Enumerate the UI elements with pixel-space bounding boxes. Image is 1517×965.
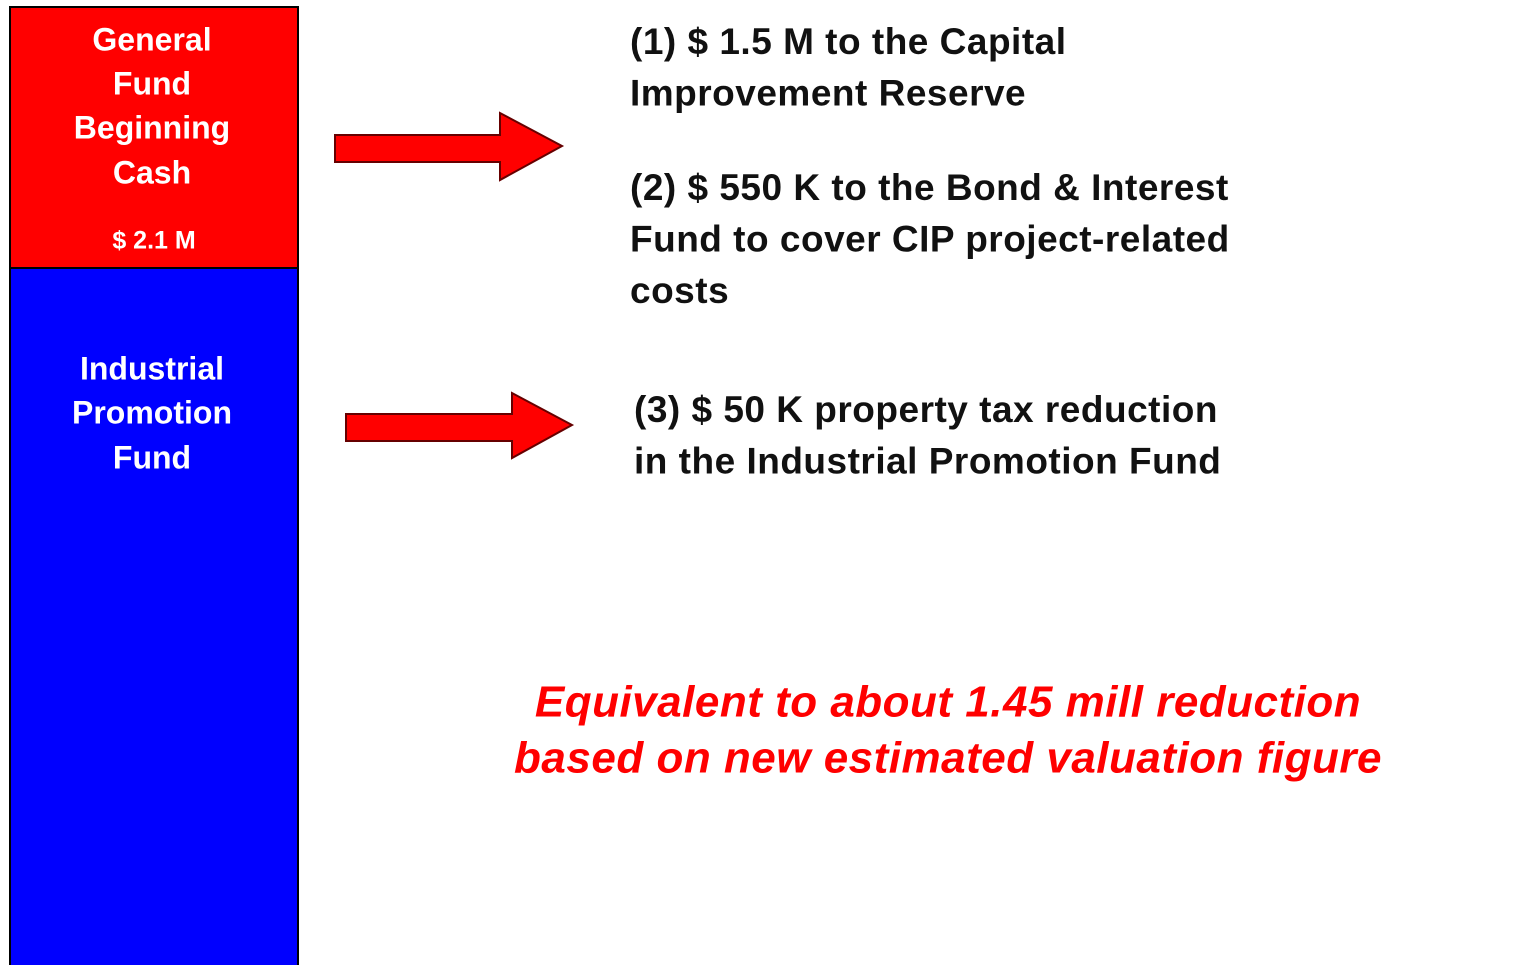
arrow [334, 111, 565, 182]
box-label: General [92, 21, 211, 57]
industrial-fund-box [9, 267, 299, 965]
box-label: Fund [113, 439, 191, 475]
item-line: (2) $ 550 K to the Bond & Interest [630, 167, 1229, 208]
note-line: Equivalent to about 1.45 mill reduction [535, 678, 1361, 727]
box-amount: $ 2.1 M [112, 227, 195, 255]
general-fund-box [9, 6, 299, 269]
item-line: in the Industrial Promotion Fund [634, 440, 1221, 481]
note-line: based on new estimated valuation figure [514, 734, 1382, 783]
box-label: Industrial [80, 350, 224, 386]
box-label: Cash [113, 154, 191, 190]
item-line: costs [630, 270, 729, 311]
box-label: Fund [113, 65, 191, 101]
item-line: (1) $ 1.5 M to the Capital [630, 21, 1067, 62]
box-label: Beginning [74, 109, 230, 145]
item-line: (3) $ 50 K property tax reduction [634, 389, 1218, 430]
item-line: Improvement Reserve [630, 72, 1026, 113]
box-label: Promotion [72, 394, 232, 430]
item-line: Fund to cover CIP project-related [630, 218, 1230, 259]
arrow [345, 391, 575, 460]
